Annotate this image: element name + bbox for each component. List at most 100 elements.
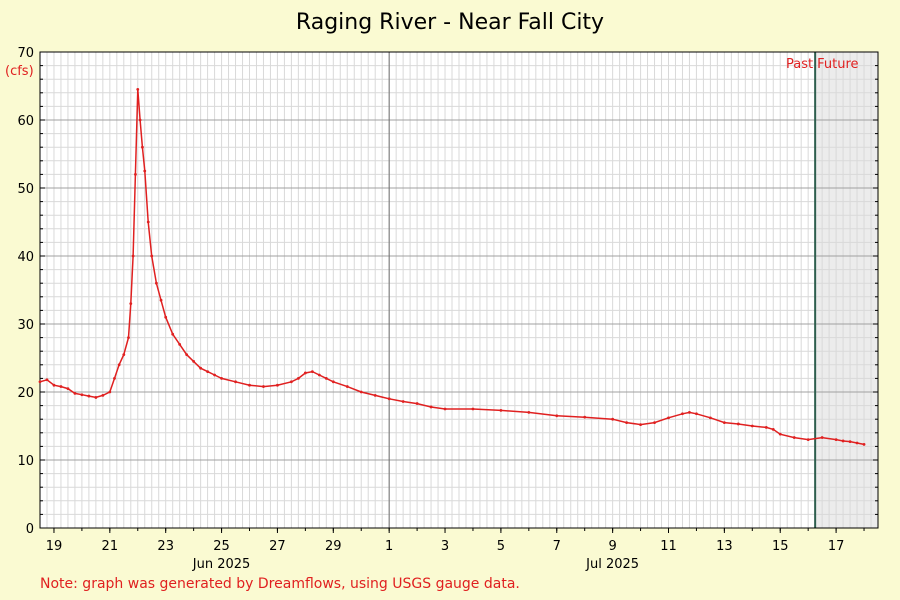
source-note: Note: graph was generated by Dreamflows,… <box>40 576 520 592</box>
flow-data-point <box>80 393 84 397</box>
flow-data-point <box>117 363 121 367</box>
flow-data-point <box>290 380 293 384</box>
y-tick-label: 70 <box>17 46 34 61</box>
y-tick-label: 20 <box>17 386 34 401</box>
flow-data-point <box>129 302 133 305</box>
x-tick-label: 5 <box>497 539 505 554</box>
flow-data-point <box>134 173 137 176</box>
y-tick-label: 60 <box>17 114 34 129</box>
x-tick-label: 27 <box>269 539 286 554</box>
flow-data-point <box>164 315 168 319</box>
flow-data-point <box>276 383 279 387</box>
flow-data-point <box>108 390 112 394</box>
flow-data-point <box>206 370 210 373</box>
flow-data-point <box>401 400 405 403</box>
flow-data-point <box>141 145 144 149</box>
flow-data-point <box>499 408 503 412</box>
flow-data-point <box>248 383 251 387</box>
flow-data-point <box>262 385 265 388</box>
flow-data-point <box>471 407 475 411</box>
flow-series-line <box>39 89 865 446</box>
flow-data-point <box>38 380 42 384</box>
flow-data-point <box>667 416 670 420</box>
past-label: Past <box>786 57 813 72</box>
flow-data-point <box>611 417 615 421</box>
flow-data-point <box>771 428 775 431</box>
flow-data-point <box>303 371 307 375</box>
y-tick-label: 30 <box>17 318 34 333</box>
x-month-label: Jul 2025 <box>585 557 639 572</box>
flow-data-point <box>555 414 559 418</box>
y-tick-label: 40 <box>17 250 34 265</box>
flow-data-point <box>709 416 712 420</box>
flow-data-point <box>681 412 684 416</box>
x-month-label: Jun 2025 <box>192 557 251 572</box>
flow-data-point <box>653 421 656 424</box>
x-tick-label: 25 <box>213 539 230 554</box>
flow-data-point <box>317 373 321 377</box>
flow-data-point <box>324 377 328 380</box>
flow-data-point <box>331 380 335 384</box>
flow-data-point <box>131 254 135 258</box>
flow-data-point <box>154 281 158 285</box>
x-tick-label: 29 <box>325 539 342 554</box>
flow-data-point <box>736 422 740 426</box>
flow-data-point <box>695 412 698 416</box>
flow-data-point <box>122 353 126 356</box>
flow-data-point <box>415 402 419 405</box>
flow-data-point <box>234 380 237 384</box>
flow-data-point <box>199 366 203 370</box>
x-tick-label: 11 <box>660 539 677 554</box>
flow-data-point <box>52 383 56 387</box>
y-tick-label: 0 <box>26 522 34 537</box>
flow-data-point <box>841 439 845 443</box>
plot-frame <box>39 51 879 529</box>
y-unit-label: (cfs) <box>5 64 34 79</box>
flow-data-point <box>750 424 754 428</box>
flow-data-point <box>113 377 116 380</box>
flow-data-point <box>583 415 587 419</box>
flow-data-point <box>101 394 105 397</box>
flow-data-point <box>764 425 768 429</box>
flow-data-point <box>310 370 314 373</box>
flow-data-point <box>185 353 189 356</box>
flow-data-point <box>127 336 130 339</box>
x-tick-label: 9 <box>608 539 616 554</box>
flow-data-point <box>220 377 223 380</box>
flow-data-point <box>527 411 531 414</box>
flow-data-point <box>138 118 142 122</box>
flow-data-point <box>387 397 391 401</box>
flow-data-point <box>45 378 49 382</box>
flow-data-point <box>834 438 838 441</box>
x-tick-label: 1 <box>385 539 393 554</box>
y-tick-label: 50 <box>17 182 34 197</box>
future-label: Future <box>817 57 858 72</box>
flow-data-point <box>146 220 150 224</box>
flow-data-point <box>87 394 91 398</box>
flow-data-point <box>345 385 349 388</box>
x-tick-label: 15 <box>772 539 789 554</box>
flow-data-point <box>443 407 447 411</box>
flow-data-point <box>94 396 98 399</box>
chart-title: Raging River - Near Fall City <box>295 10 605 35</box>
future-shade <box>815 52 878 528</box>
flow-data-point <box>429 405 433 409</box>
flow-data-point <box>862 442 866 446</box>
y-tick-label: 10 <box>17 454 34 469</box>
flow-data-point <box>192 360 196 363</box>
x-tick-label: 19 <box>46 539 63 554</box>
flow-data-point <box>778 432 782 436</box>
x-tick-label: 17 <box>828 539 845 554</box>
flow-data-point <box>296 377 300 380</box>
flow-data-point <box>792 436 796 439</box>
flow-data-point <box>66 387 70 390</box>
x-tick-label: 7 <box>553 539 561 554</box>
flow-data-point <box>806 438 810 441</box>
flow-data-point <box>213 373 216 377</box>
x-tick-label: 23 <box>157 539 174 554</box>
flow-data-point <box>688 411 691 414</box>
x-tick-label: 21 <box>102 539 119 554</box>
flow-data-point <box>625 421 628 424</box>
flow-data-point <box>722 421 726 424</box>
